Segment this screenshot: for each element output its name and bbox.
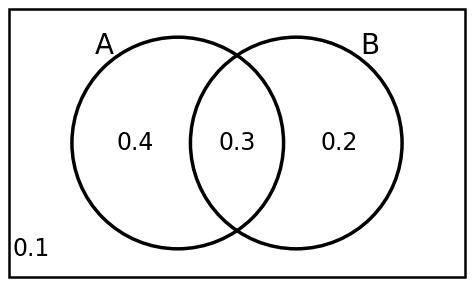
Text: 0.4: 0.4	[117, 131, 154, 155]
Text: B: B	[360, 32, 379, 60]
Text: 0.3: 0.3	[219, 131, 255, 155]
Text: 0.2: 0.2	[320, 131, 357, 155]
Text: A: A	[95, 32, 114, 60]
Text: 0.1: 0.1	[12, 237, 49, 261]
